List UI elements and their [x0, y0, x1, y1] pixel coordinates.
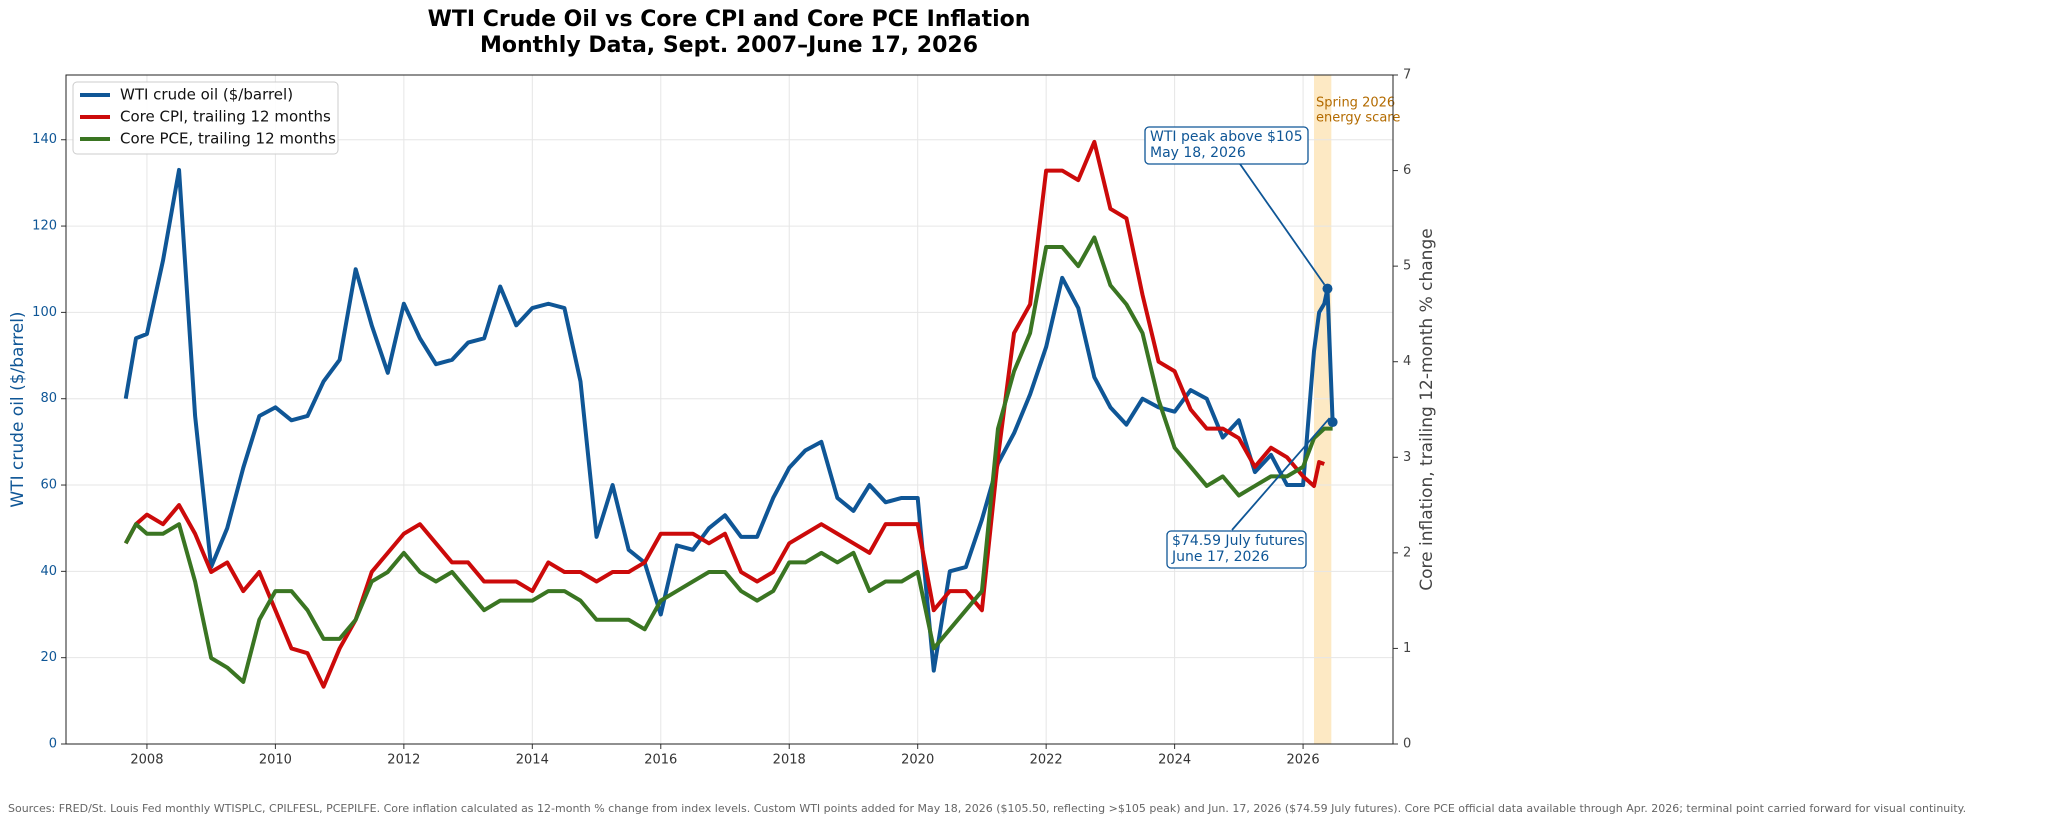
y-tick-label: 100 — [32, 305, 57, 320]
annotation-arrow — [1239, 163, 1326, 286]
annotation-arrow — [1231, 417, 1331, 531]
x-tick-label: 2018 — [773, 753, 806, 768]
y2-tick-label: 4 — [1403, 354, 1411, 369]
legend-label: Core CPI, trailing 12 months — [120, 108, 331, 126]
y2-tick-label: 5 — [1403, 259, 1411, 274]
x-tick-label: 2012 — [387, 753, 420, 768]
y-tick-label: 60 — [40, 478, 57, 493]
x-tick-label: 2022 — [1030, 753, 1063, 768]
y-tick-label: 120 — [32, 219, 57, 234]
x-tick-label: 2024 — [1158, 753, 1191, 768]
y-tick-label: 80 — [40, 391, 57, 406]
shade-label: energy scare — [1316, 111, 1400, 126]
x-tick-label: 2008 — [130, 753, 163, 768]
x-tick-label: 2016 — [644, 753, 677, 768]
annotation-text: $74.59 July futures — [1172, 533, 1305, 549]
series-line — [123, 139, 1325, 689]
y2-tick-label: 7 — [1403, 68, 1411, 83]
chart-title: WTI Crude Oil vs Core CPI and Core PCE I… — [428, 7, 1031, 32]
shade-band — [1313, 75, 1332, 744]
x-tick-label: 2026 — [1287, 753, 1320, 768]
y2-tick-label: 2 — [1403, 545, 1411, 560]
x-tick-label: 2010 — [259, 753, 292, 768]
footnote: Sources: FRED/St. Louis Fed monthly WTIS… — [8, 802, 1966, 815]
y2-tick-label: 3 — [1403, 450, 1411, 465]
y-axis-label: WTI crude oil ($/barrel) — [8, 311, 28, 507]
y2-axis-label: Core inflation, trailing 12-month % chan… — [1417, 228, 1437, 590]
point-marker — [1322, 283, 1333, 294]
annotation-text: WTI peak above $105 — [1150, 129, 1303, 145]
y2-tick-label: 1 — [1403, 641, 1411, 656]
legend-box — [72, 81, 339, 155]
y-tick-label: 40 — [40, 564, 57, 579]
series-line — [123, 235, 1333, 684]
y2-tick-label: 6 — [1403, 163, 1411, 178]
legend-label: WTI crude oil ($/barrel) — [120, 86, 293, 104]
point-marker — [1327, 417, 1338, 428]
legend-label: Core PCE, trailing 12 months — [120, 130, 336, 148]
y2-tick-label: 0 — [1403, 737, 1411, 752]
chart-subtitle: Monthly Data, Sept. 2007–June 17, 2026 — [480, 33, 978, 58]
series-line — [123, 167, 1335, 673]
plot-frame — [65, 74, 1394, 745]
y-tick-label: 20 — [40, 650, 57, 665]
shade-label: Spring 2026 — [1316, 96, 1395, 111]
annotation-text: May 18, 2026 — [1150, 145, 1246, 161]
x-tick-label: 2020 — [901, 753, 934, 768]
annotation-box — [1166, 530, 1307, 569]
annotation-box — [1144, 126, 1309, 165]
annotation-text: June 17, 2026 — [1171, 549, 1269, 565]
x-tick-label: 2014 — [516, 753, 549, 768]
y-tick-label: 0 — [49, 737, 57, 752]
y-tick-label: 140 — [32, 132, 57, 147]
